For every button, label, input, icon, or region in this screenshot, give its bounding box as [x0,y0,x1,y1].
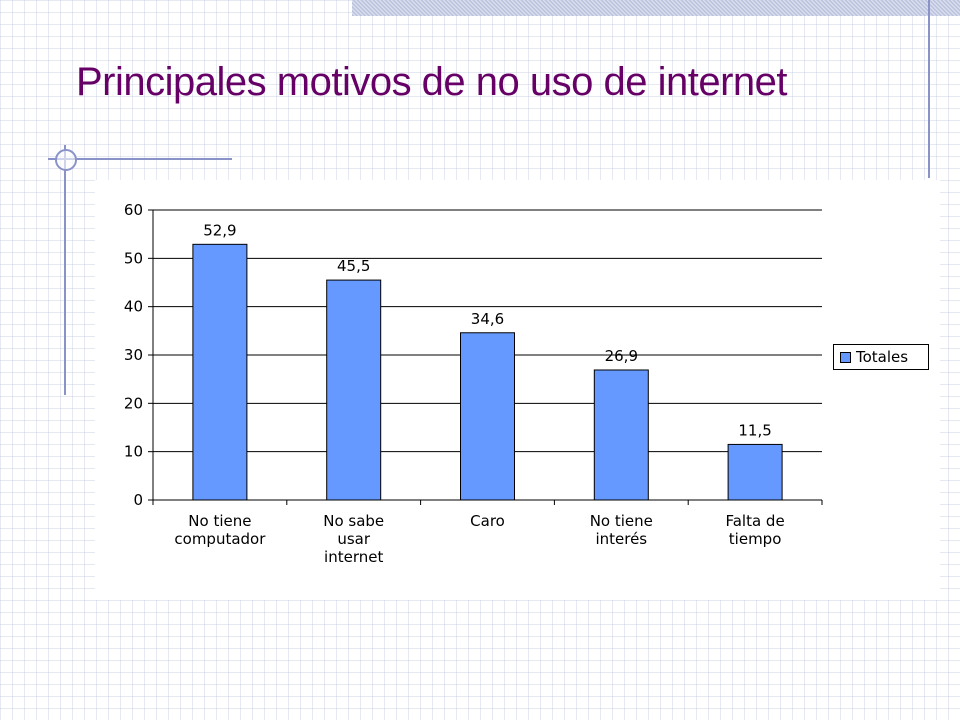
y-tick-label: 0 [133,491,143,509]
x-tick-label-line: tiempo [729,530,782,548]
x-tick-label: No tiene interés [590,512,653,548]
data-label: 45,5 [337,257,370,275]
data-label: 11,5 [738,421,771,439]
legend-label: Totales [856,348,909,366]
y-tick-label: 30 [124,346,143,364]
y-tick-label: 60 [124,201,143,219]
decorative-vertical-line [928,0,930,178]
x-tick-label-line: interés [595,530,647,548]
data-label: 34,6 [471,310,504,328]
y-tick-label: 20 [124,394,143,412]
x-tick-label-line: No sabe [323,512,384,530]
bar [460,332,515,501]
bar [593,369,649,501]
x-tick-label-line: computador [174,530,266,548]
chart-legend: Totales [833,344,929,370]
x-tick-label: Falta de tiempo [725,512,784,548]
x-tick-label: No sabe usar internet [323,512,384,566]
bar [727,443,783,501]
y-tick-label: 50 [124,249,143,267]
data-label: 26,9 [605,347,638,365]
x-tick-label-line: usar [337,530,371,548]
decorative-ring-icon [55,149,77,171]
bar [326,279,382,501]
y-tick-label: 10 [124,443,143,461]
x-tick-label: No tiene computador [174,512,266,548]
decorative-horizontal-line [48,158,232,160]
bar [192,243,248,501]
x-tick-label-line: Caro [470,512,505,530]
data-label: 52,9 [203,221,236,239]
chart-area: 0 10 20 30 40 50 60 52,9 No tiene computador 45,5 N… [95,180,940,600]
x-tick-label: Caro [470,512,505,530]
decorative-left-line [64,145,66,395]
legend-swatch [840,351,851,363]
x-tick-label-line: internet [324,548,383,566]
x-tick-label-line: No tiene [590,512,653,530]
page-title: Principales motivos de no uso de interne… [76,60,788,104]
x-tick-label-line: No tiene [188,512,251,530]
x-tick-label-line: Falta de [725,512,784,530]
y-tick-label: 40 [124,298,143,316]
top-decorative-band [352,0,960,16]
